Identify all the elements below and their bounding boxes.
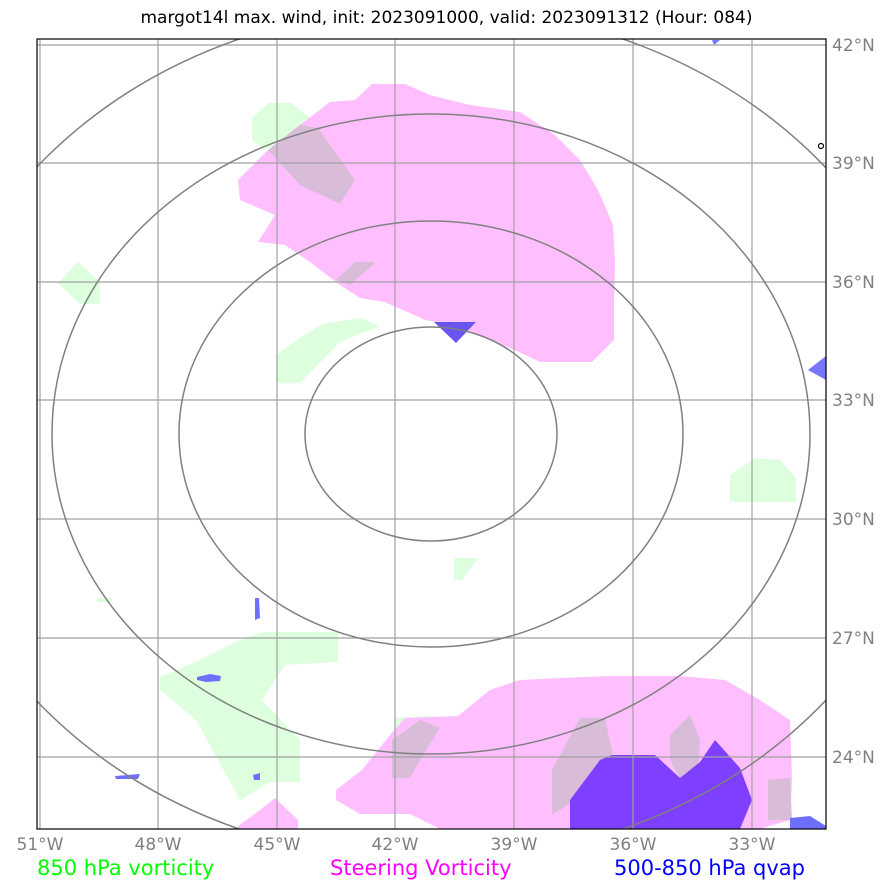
vorticity-patch xyxy=(160,632,338,800)
lon-label: 51°W xyxy=(17,835,64,855)
vorticity-patch xyxy=(97,598,112,602)
storm-marker xyxy=(817,142,825,150)
lat-label: 42°N xyxy=(832,36,875,56)
legend-steering-vorticity: Steering Vorticity xyxy=(330,856,512,880)
range-ring xyxy=(178,220,684,648)
map-frame xyxy=(36,38,827,830)
lon-label: 42°W xyxy=(372,835,419,855)
lat-label: 39°N xyxy=(832,154,875,174)
longitude-labels: 51°W 48°W 45°W 42°W 39°W 36°W 33°W xyxy=(17,835,776,855)
lat-label: 33°N xyxy=(832,391,875,411)
qvap-patch xyxy=(197,674,221,682)
lon-label: 48°W xyxy=(135,835,182,855)
overlap-patch xyxy=(392,720,440,778)
lat-label: 36°N xyxy=(832,273,875,293)
overlap-field xyxy=(268,125,792,820)
vorticity-patch xyxy=(730,458,796,502)
qvap-patch xyxy=(255,598,260,620)
vorticity-patch xyxy=(276,318,380,383)
qvap-patch xyxy=(808,356,826,380)
steering-vorticity-field xyxy=(238,84,792,829)
overlap-patch xyxy=(670,715,700,778)
lon-label: 39°W xyxy=(491,835,538,855)
legend-850-vorticity: 850 hPa vorticity xyxy=(37,856,215,880)
lon-label: 45°W xyxy=(254,835,301,855)
overlap-patch xyxy=(768,778,792,820)
qvap-field xyxy=(115,40,826,829)
range-ring xyxy=(304,326,558,542)
lon-label: 36°W xyxy=(610,835,657,855)
vorticity-patch xyxy=(252,103,312,150)
qvap-patch xyxy=(790,816,826,829)
steering-vorticity-patch xyxy=(238,798,298,829)
vorticity-patch xyxy=(58,262,100,304)
overlap-patch xyxy=(268,125,355,204)
qvap-patch xyxy=(115,774,140,779)
overlap-patch xyxy=(552,718,614,815)
legend-qvap: 500-850 hPa qvap xyxy=(614,856,805,880)
range-rings xyxy=(37,39,826,829)
lat-label: 24°N xyxy=(832,748,875,768)
range-ring xyxy=(51,113,811,755)
lon-label: 33°W xyxy=(729,835,776,855)
latitude-labels: 42°N 39°N 36°N 33°N 30°N 27°N 24°N xyxy=(832,36,875,768)
graticule xyxy=(37,39,826,829)
vorticity-patch xyxy=(454,558,478,580)
qvap-patch xyxy=(253,773,260,780)
qvap-patch xyxy=(712,40,720,45)
overlap-patch xyxy=(336,262,376,285)
lat-label: 27°N xyxy=(832,629,875,649)
qvap-patch xyxy=(570,740,752,829)
chart-title: margot14l max. wind, init: 2023091000, v… xyxy=(140,8,753,28)
lat-label: 30°N xyxy=(832,510,875,530)
